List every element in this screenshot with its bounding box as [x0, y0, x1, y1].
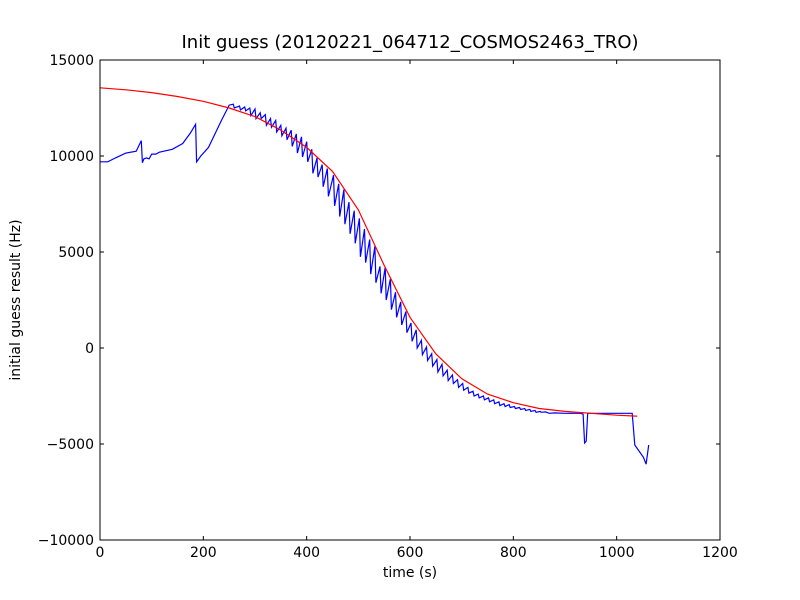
y-tick-label: 0 — [85, 341, 94, 357]
y-tick-label: −10000 — [38, 533, 94, 549]
x-axis-label: time (s) — [383, 565, 437, 581]
series-layer — [100, 87, 650, 465]
x-tick-label: 0 — [96, 545, 105, 561]
y-tick-label: −5000 — [47, 437, 94, 453]
y-axis: −10000 −5000 0 5000 10000 15000 — [38, 53, 720, 549]
x-tick-label: 1000 — [599, 545, 635, 561]
x-tick-label: 1200 — [702, 545, 738, 561]
x-tick-label: 200 — [190, 545, 217, 561]
y-axis-label: initial guess result (Hz) — [8, 219, 24, 380]
series-line-0 — [100, 103, 650, 465]
y-tick-label: 10000 — [49, 149, 94, 165]
chart-title: Init guess (20120221_064712_COSMOS2463_T… — [181, 32, 638, 53]
series-line-1 — [100, 87, 638, 417]
x-tick-label: 600 — [397, 545, 424, 561]
y-tick-label: 5000 — [58, 245, 94, 261]
x-axis: 0 200 400 600 800 1000 1200 — [96, 60, 738, 561]
y-tick-label: 15000 — [49, 53, 94, 69]
x-tick-label: 800 — [500, 545, 527, 561]
x-tick-label: 400 — [293, 545, 320, 561]
